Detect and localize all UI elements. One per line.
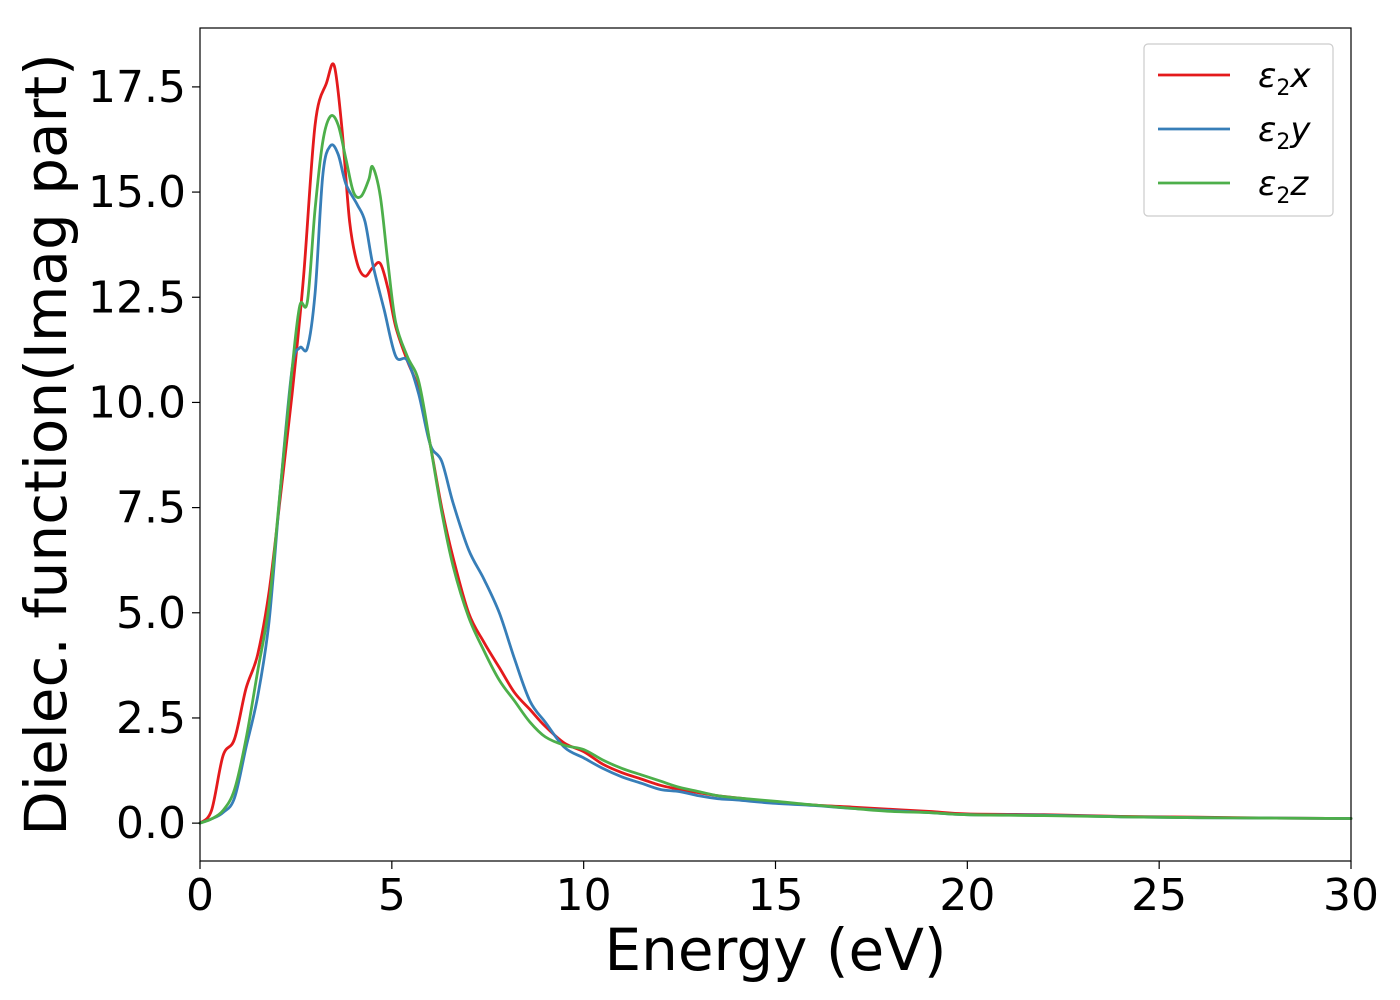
legend-label-y: ε2y xyxy=(1258,110,1311,155)
legend-box xyxy=(1143,43,1334,217)
y-tick-label: 12.5 xyxy=(88,272,186,323)
x-tick-label: 30 xyxy=(1323,870,1379,921)
y-tick-label: 17.5 xyxy=(88,62,186,113)
y-tick-label: 7.5 xyxy=(116,483,186,534)
y-tick-label: 5.0 xyxy=(116,588,186,639)
x-tick-label: 0 xyxy=(186,870,214,921)
y-tick-label: 0.0 xyxy=(116,798,186,849)
x-tick-label: 10 xyxy=(556,870,612,921)
y-tick-label: 15.0 xyxy=(88,167,186,218)
x-axis-title: Energy (eV) xyxy=(604,916,946,984)
legend: ε2x ε2y ε2z xyxy=(1143,43,1334,217)
series-line-z xyxy=(198,114,1353,825)
x-tick-label: 20 xyxy=(939,870,995,921)
series-line-y xyxy=(198,143,1353,825)
legend-label-x: ε2x xyxy=(1258,56,1311,101)
x-tick-label: 5 xyxy=(378,870,406,921)
y-axis-title: Dielec. function(Imag part) xyxy=(12,53,80,836)
series-layer xyxy=(198,62,1353,825)
legend-items: ε2x ε2y ε2z xyxy=(1158,56,1311,209)
y-tick-label: 10.0 xyxy=(88,377,186,428)
legend-label-z: ε2z xyxy=(1258,164,1309,209)
x-axis: 0 5 10 15 20 25 30 xyxy=(186,861,1379,921)
x-tick-label: 25 xyxy=(1131,870,1187,921)
y-tick-label: 2.5 xyxy=(116,693,186,744)
x-tick-label: 15 xyxy=(748,870,804,921)
y-axis: 0.0 2.5 5.0 7.5 10.0 12.5 15.0 17.5 xyxy=(88,62,200,849)
